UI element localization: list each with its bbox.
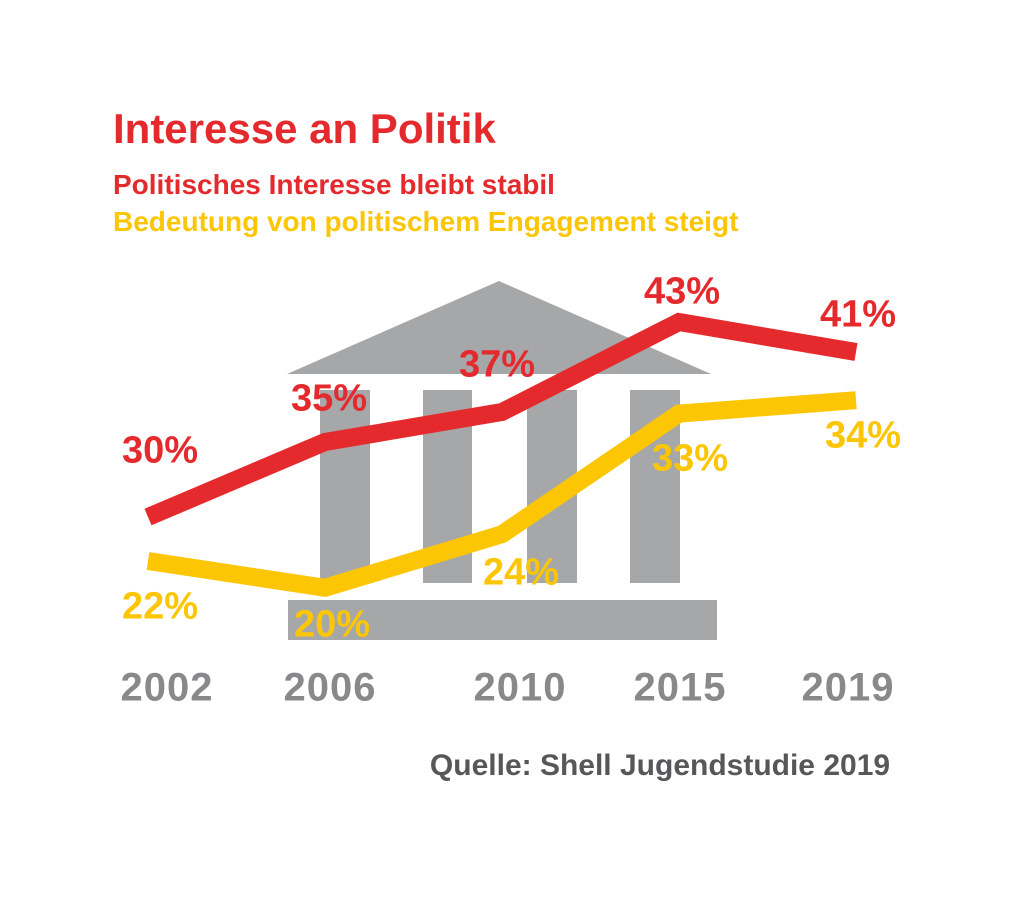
subtitle-red: Politisches Interesse bleibt stabil	[113, 169, 555, 200]
series-line-yellow	[146, 391, 857, 598]
data-label-red: 43%	[643, 270, 721, 313]
year-label: 2006	[283, 665, 377, 710]
temple-base	[288, 600, 717, 640]
source-caption: Quelle: Shell Jugendstudie 2019	[429, 749, 891, 782]
data-label-yellow: 20%	[293, 603, 371, 646]
page-title: Interesse an Politik	[113, 105, 496, 152]
subtitle-yellow: Bedeutung von politischem Engagement ste…	[113, 206, 739, 237]
year-label: 2010	[473, 665, 567, 710]
data-label-yellow: 34%	[824, 414, 902, 457]
header: Interesse an Politik Politisches Interes…	[113, 108, 738, 236]
data-label-yellow: 22%	[121, 585, 199, 628]
year-label: 2015	[633, 665, 727, 710]
data-label-red: 35%	[290, 377, 368, 420]
year-label: 2019	[801, 665, 895, 710]
data-label-red: 37%	[458, 343, 536, 386]
year-label: 2002	[120, 665, 214, 710]
data-label-red: 41%	[819, 293, 897, 336]
temple-column	[320, 390, 370, 583]
data-label-yellow: 33%	[651, 437, 729, 480]
data-label-red: 30%	[121, 429, 199, 472]
series-line-red	[144, 312, 858, 526]
data-label-yellow: 24%	[482, 551, 560, 594]
